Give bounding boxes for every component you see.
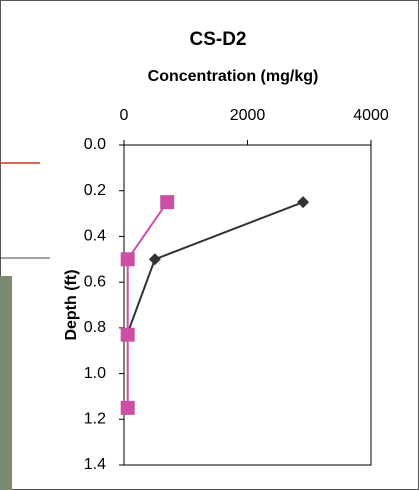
y-tick-label: 1.0 bbox=[84, 365, 106, 382]
marker bbox=[160, 195, 175, 210]
y-tick-label: 1.4 bbox=[84, 456, 106, 473]
y-axis-title: Depth (ft) bbox=[63, 269, 80, 340]
x-axis-title: Concentration (mg/kg) bbox=[148, 68, 319, 85]
y-tick-label: 0.4 bbox=[84, 228, 106, 245]
background-photo bbox=[0, 276, 12, 490]
marker bbox=[120, 252, 135, 267]
y-tick-label: 0.0 bbox=[84, 136, 106, 153]
chart-title: CS-D2 bbox=[189, 29, 246, 50]
x-tick-label: 0 bbox=[120, 107, 129, 124]
x-tick-label: 2000 bbox=[230, 107, 266, 124]
marker bbox=[297, 196, 310, 209]
y-tick-label: 1.2 bbox=[84, 411, 106, 428]
marker bbox=[120, 327, 135, 342]
series-line bbox=[126, 201, 169, 408]
y-tick-label: 0.2 bbox=[84, 182, 106, 199]
x-tick-label: 4000 bbox=[353, 107, 389, 124]
marker bbox=[120, 400, 135, 415]
y-tick-label: 0.6 bbox=[84, 273, 106, 290]
y-tick-label: 0.8 bbox=[84, 319, 106, 336]
marker bbox=[148, 253, 161, 266]
